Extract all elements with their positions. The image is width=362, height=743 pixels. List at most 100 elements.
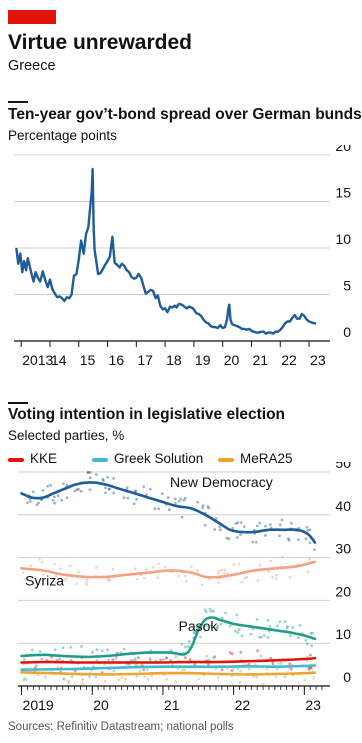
poll-dot-mera25	[180, 668, 184, 672]
poll-dot-pasok	[224, 611, 228, 615]
voting-intention-chart: 0 10 20 30 40 50 2019 20 21 22 23 New Democracy Syri…	[18, 462, 351, 713]
poll-dot-pasok	[298, 623, 302, 627]
poll-dot-new-democracy	[31, 490, 35, 494]
legend-label-kke: KKE	[30, 451, 58, 466]
y-tick-label: 20	[335, 145, 351, 154]
poll-dot-greek-solution	[88, 675, 91, 679]
poll-dot-new-democracy	[56, 494, 60, 498]
poll-dot-new-democracy	[101, 479, 105, 482]
poll-dot-mera25	[81, 682, 85, 686]
mera25-swatch	[218, 458, 234, 462]
y-tick-label: 15	[335, 185, 351, 201]
poll-dot-pasok	[278, 620, 282, 624]
kke-swatch	[8, 458, 24, 462]
poll-dot-new-democracy	[88, 476, 92, 480]
poll-dot-mera25	[183, 668, 186, 672]
poll-dot-pasok	[187, 640, 191, 643]
poll-dot-new-democracy	[236, 521, 240, 524]
poll-dot-syriza	[142, 576, 146, 580]
poll-dot-mera25	[165, 677, 169, 681]
poll-dot-syriza	[59, 567, 63, 571]
poll-dot-new-democracy	[225, 536, 229, 540]
page-title: Virtue unrewarded	[8, 31, 192, 54]
poll-dot-new-democracy	[65, 483, 69, 487]
poll-dot-syriza	[217, 569, 221, 572]
poll-dot-new-democracy	[182, 499, 186, 502]
chart2-subtitle: Selected parties, %	[8, 428, 125, 443]
poll-dot-new-democracy	[304, 537, 308, 541]
poll-dot-pasok	[162, 658, 165, 661]
poll-dot-new-democracy	[218, 525, 222, 529]
poll-dot-kke	[207, 663, 210, 666]
poll-dot-pasok	[268, 625, 272, 628]
poll-dot-syriza	[65, 577, 68, 581]
poll-dot-pasok	[69, 645, 72, 649]
poll-dot-syriza	[190, 565, 193, 568]
poll-dot-pasok	[262, 633, 266, 637]
poll-dot-greek-solution	[309, 666, 313, 670]
poll-dot-new-democracy	[279, 523, 282, 527]
poll-dot-greek-solution	[24, 678, 28, 681]
poll-dot-mera25	[146, 677, 150, 681]
poll-dot-new-democracy	[88, 471, 92, 474]
poll-dot-new-democracy	[166, 496, 170, 499]
poll-dot-pasok	[209, 624, 213, 628]
x-tick-label: 22	[235, 697, 251, 713]
poll-dot-pasok	[249, 632, 253, 636]
poll-dot-new-democracy	[132, 502, 136, 506]
y-tick-label: 5	[343, 278, 351, 294]
poll-dot-new-democracy	[218, 528, 222, 532]
series-line-bond-spread	[15, 167, 317, 335]
poll-dot-mera25	[135, 663, 139, 667]
poll-dot-syriza	[266, 569, 270, 573]
x-tick-label: 21	[252, 352, 268, 368]
poll-dot-new-democracy	[101, 478, 105, 481]
poll-dot-pasok	[40, 657, 44, 661]
poll-dot-syriza	[232, 563, 236, 566]
poll-dot-pasok	[35, 664, 38, 667]
poll-dot-pasok	[215, 626, 219, 629]
poll-dot-pasok	[122, 647, 126, 651]
poll-dot-syriza	[133, 567, 137, 571]
poll-dot-pasok	[291, 626, 295, 629]
poll-dot-new-democracy	[125, 486, 129, 490]
x-tick-label: 15	[80, 352, 96, 368]
poll-dot-mera25	[197, 677, 201, 681]
poll-dot-greek-solution	[70, 675, 74, 679]
poll-dot-pasok	[180, 642, 184, 646]
poll-dot-syriza	[136, 577, 139, 581]
poll-dot-pasok	[276, 624, 279, 627]
poll-dot-pasok	[203, 629, 207, 632]
poll-dot-syriza	[41, 573, 45, 576]
poll-dot-greek-solution	[138, 669, 142, 673]
poll-dot-syriza	[54, 574, 58, 578]
poll-dot-syriza	[274, 577, 278, 580]
poll-dot-syriza	[216, 571, 220, 575]
poll-dot-greek-solution	[112, 669, 116, 673]
chart2-title: Voting intention in legislative election	[8, 406, 286, 423]
poll-dot-syriza	[220, 568, 224, 572]
poll-dot-pasok	[306, 642, 309, 646]
poll-dot-greek-solution	[114, 657, 118, 660]
poll-dot-pasok	[233, 629, 237, 633]
poll-dot-new-democracy	[104, 491, 107, 495]
series-label-new-democracy: New Democracy	[170, 474, 273, 490]
poll-dot-new-democracy	[313, 548, 316, 551]
poll-dot-new-democracy	[142, 485, 146, 489]
poll-dot-greek-solution	[164, 656, 168, 660]
poll-dot-new-democracy	[305, 525, 309, 529]
chart1-rule	[8, 101, 28, 103]
poll-dot-mera25	[120, 676, 124, 680]
poll-dot-syriza	[308, 557, 312, 561]
poll-dot-syriza	[75, 582, 78, 585]
poll-dot-mera25	[274, 675, 278, 679]
poll-dot-greek-solution	[107, 658, 110, 662]
poll-dot-mera25	[239, 669, 243, 673]
poll-dot-pasok	[204, 624, 208, 627]
poll-dot-new-democracy	[86, 470, 90, 474]
poll-dot-syriza	[68, 564, 72, 568]
poll-dot-kke	[111, 658, 115, 662]
poll-dot-greek-solution	[279, 661, 283, 665]
poll-dot-new-democracy	[177, 499, 181, 503]
poll-dot-new-democracy	[258, 521, 262, 525]
